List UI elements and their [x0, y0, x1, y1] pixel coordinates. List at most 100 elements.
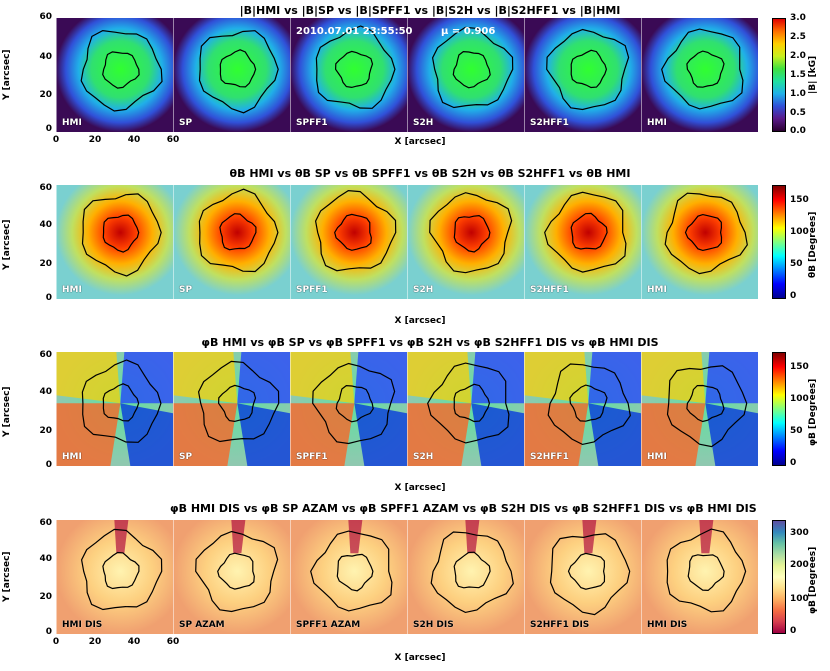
y-tick-40: 40 — [39, 554, 52, 564]
colorbar-tick: 200 — [790, 560, 809, 570]
outer-contour — [427, 362, 510, 444]
panel-label: S2HFF1 — [530, 452, 569, 462]
heatmap — [56, 185, 173, 299]
colorbar-tick: 150 — [790, 362, 809, 372]
colorbar-label: φB [Degrees] — [808, 546, 818, 614]
colorbar-tick: 0 — [790, 458, 797, 468]
x-tick: 20 — [88, 135, 102, 145]
outer-contour — [198, 30, 279, 114]
field — [524, 520, 641, 634]
row-field-strength: |B|HMI vs |B|SP vs |B|SPFF1 vs |B|S2H vs… — [0, 0, 830, 150]
heatmap — [56, 18, 173, 132]
outer-contour — [544, 191, 627, 273]
outer-contour — [666, 528, 747, 613]
panel-s2h-dis: S2H DIS — [407, 520, 524, 634]
outer-contour — [430, 531, 514, 614]
panel-hmi-2: HMI — [641, 352, 758, 466]
panel-label: HMI — [647, 285, 667, 295]
inner-contour — [567, 552, 606, 590]
x-tick: 60 — [166, 637, 180, 647]
heatmap — [524, 18, 641, 132]
colorbar-tick: 0.0 — [790, 126, 806, 136]
panel-label: SP — [179, 452, 193, 462]
inner-contour — [336, 553, 374, 592]
colorbar-tick: 100 — [790, 394, 809, 404]
x-axis-label-row4: X [arcsec] — [394, 653, 446, 663]
heatmap — [173, 352, 290, 466]
outer-contour — [198, 188, 279, 273]
panel-s2h: S2H — [407, 352, 524, 466]
panel-spff1: SPFF1 — [290, 18, 407, 132]
inner-contour — [453, 383, 491, 423]
y-tick-40: 40 — [39, 387, 52, 397]
y-axis-label-row4: Y [arcsec] — [2, 551, 12, 603]
heatmap — [524, 185, 641, 299]
azimuth-wedge — [699, 520, 714, 554]
outer-contour — [80, 528, 163, 611]
x-axis-label-row2: X [arcsec] — [394, 316, 446, 326]
y-tick-0: 0 — [45, 293, 52, 303]
inner-contour — [334, 213, 372, 251]
inner-contour — [102, 551, 140, 590]
inner-contour — [687, 554, 725, 592]
inner-contour — [569, 384, 608, 422]
y-tick-0: 0 — [45, 627, 52, 637]
y-tick-0: 0 — [45, 124, 52, 134]
panel-label: SPFF1 — [296, 452, 328, 462]
colorbar-tick: 0 — [790, 626, 797, 636]
outer-contour — [81, 359, 162, 443]
plot-area-row2: HMI SP SPFF1 S2H S2HFF1 HMI — [56, 185, 758, 299]
panel-label: HMI — [647, 118, 667, 128]
field — [173, 520, 290, 634]
y-tick-60: 60 — [39, 350, 52, 360]
x-axis-label-row1: X [arcsec] — [394, 137, 446, 147]
azimuth-sector-red — [524, 403, 589, 466]
timestamp-annotation: 2010.07.01 23:55:50 — [296, 26, 413, 37]
panel-spff1: SPFF1 — [290, 352, 407, 466]
y-tick-40: 40 — [39, 52, 52, 62]
x-tick: 60 — [166, 135, 180, 145]
azimuth-sector-red — [641, 403, 706, 466]
field — [407, 520, 524, 634]
colorbar-label: θB [Degrees] — [808, 211, 818, 279]
row-inclination: θB HMI vs θB SP vs θB SPFF1 vs θB S2H vs… — [0, 165, 830, 330]
field — [641, 520, 758, 634]
colorbar-tick: 0 — [790, 291, 797, 301]
azimuth-sector-blue — [588, 352, 641, 404]
azimuth-sector-yellow — [56, 352, 121, 404]
field — [56, 520, 173, 634]
heatmap — [524, 352, 641, 466]
heatmap — [641, 352, 758, 466]
panel-label: SP — [179, 285, 193, 295]
azimuth-sector-red — [173, 403, 238, 466]
outer-contour — [315, 25, 396, 109]
panel-label: S2HFF1 — [530, 285, 569, 295]
y-tick-60: 60 — [39, 183, 52, 193]
inner-contour — [686, 384, 725, 423]
azimuth-sector-blue — [705, 403, 758, 466]
field — [56, 185, 173, 299]
azimuth-wedge — [114, 520, 129, 554]
heatmap — [173, 520, 290, 634]
panel-hmi-2: HMI — [641, 185, 758, 299]
panel-hmi: HMI — [56, 18, 173, 132]
y-tick-0: 0 — [45, 460, 52, 470]
colorbar-field-strength — [772, 18, 786, 132]
azimuth-sector-blue — [705, 352, 758, 404]
heatmap — [641, 185, 758, 299]
colorbar-tick: 0.5 — [790, 108, 806, 118]
chart-title-azimuth: φB HMI vs φB SP vs φB SPFF1 vs φB S2H vs… — [201, 336, 659, 349]
outer-contour — [312, 362, 396, 445]
heatmap — [290, 520, 407, 634]
azimuth-sector-yellow — [524, 352, 589, 404]
panel-label: HMI DIS — [647, 620, 688, 630]
outer-contour — [661, 28, 744, 110]
heatmap — [56, 520, 173, 634]
heatmap — [641, 18, 758, 132]
field — [290, 18, 407, 132]
panel-label: HMI — [647, 452, 667, 462]
inner-contour — [217, 552, 255, 590]
azimuth-sector-blue — [237, 352, 290, 404]
outer-contour — [314, 189, 397, 272]
outer-contour — [310, 530, 393, 612]
